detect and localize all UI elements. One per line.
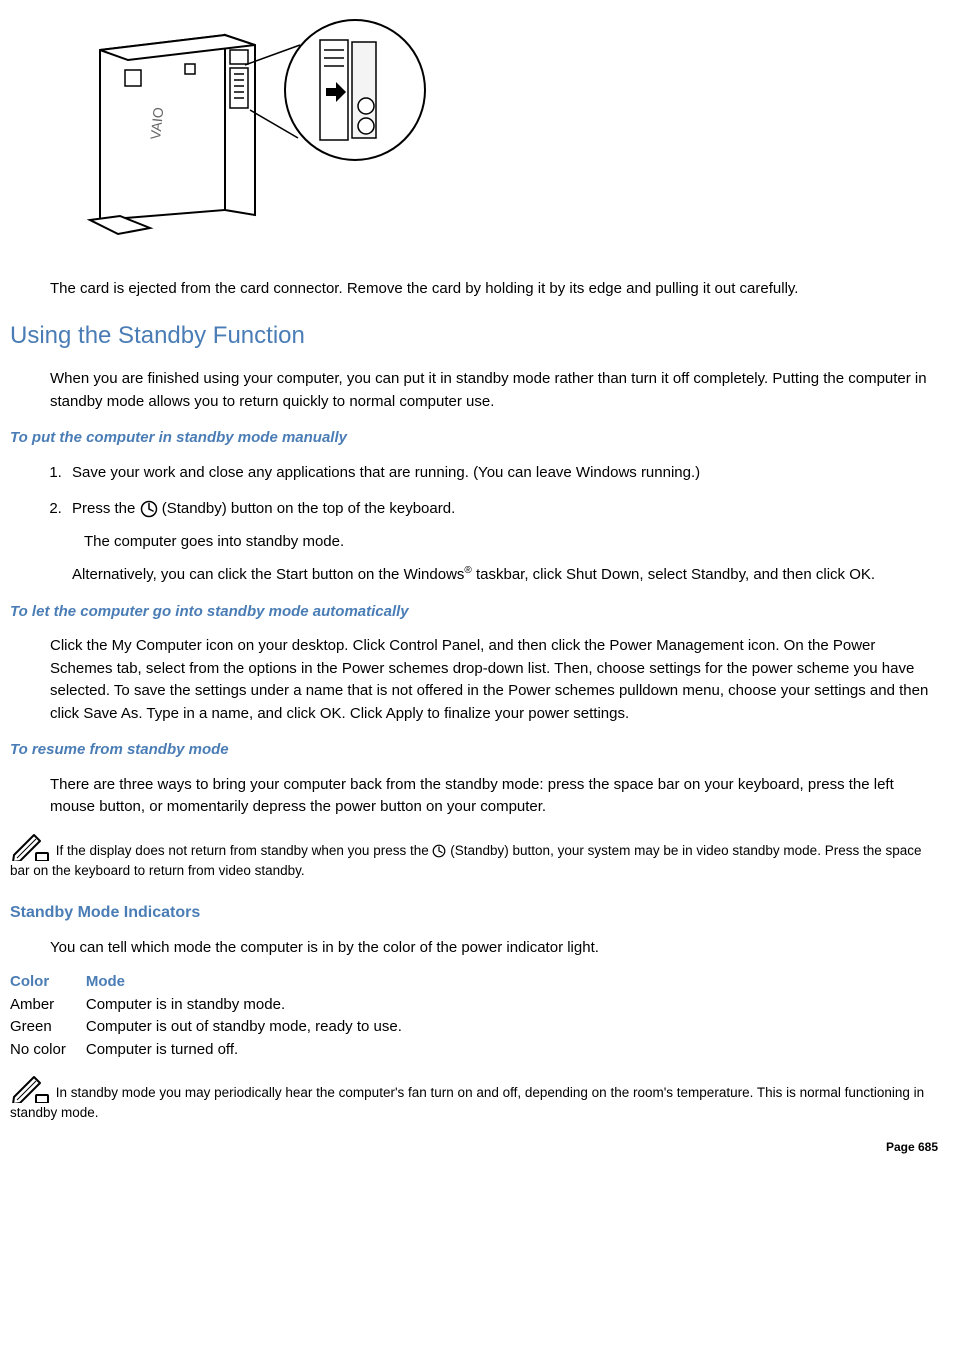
table-row: No color Computer is turned off. [10,1039,422,1062]
pc-card-eject-illustration: VAIO [70,10,944,258]
alt-pre: Alternatively, you can click the Start b… [72,566,464,583]
note1-pre: If the display does not return from stan… [56,842,433,857]
step-2-post: (Standby) button on the top of the keybo… [162,500,456,517]
indicators-intro: You can tell which mode the computer is … [50,937,934,960]
step-2-pre: Press the [72,500,140,517]
alt-post: taskbar, click Shut Down, select Standby… [472,566,875,583]
step-2-alt: Alternatively, you can click the Start b… [72,563,934,587]
note-fan: In standby mode you may periodically hea… [10,1073,944,1123]
registered-mark: ® [464,565,471,576]
standby-icon [432,844,446,858]
cell-mode: Computer is in standby mode. [86,994,422,1017]
table-row: Green Computer is out of standby mode, r… [10,1016,422,1039]
standby-heading: Using the Standby Function [10,318,944,354]
step-2-sub: The computer goes into standby mode. [84,531,934,554]
standby-icon [140,500,158,518]
resume-body: There are three ways to bring your compu… [50,774,934,819]
auto-standby-body: Click the My Computer icon on your deskt… [50,635,934,725]
cell-mode: Computer is turned off. [86,1039,422,1062]
manual-standby-heading: To put the computer in standby mode manu… [10,427,944,450]
note-pencil-icon [10,831,52,861]
step-2: Press the (Standby) button on the top of… [66,498,934,587]
table-row: Amber Computer is in standby mode. [10,994,422,1017]
note-video-standby: If the display does not return from stan… [10,831,944,881]
cell-color: Green [10,1016,86,1039]
indicator-table: Color Mode Amber Computer is in standby … [10,971,422,1061]
page-number: Page 685 [10,1138,944,1156]
note2-text: In standby mode you may periodically hea… [10,1085,924,1120]
cell-color: Amber [10,994,86,1017]
cell-color: No color [10,1039,86,1062]
cell-mode: Computer is out of standby mode, ready t… [86,1016,422,1039]
standby-intro: When you are finished using your compute… [50,368,934,413]
vaio-logo-text: VAIO [147,106,166,140]
col-color: Color [10,971,86,994]
col-mode: Mode [86,971,422,994]
computer-illustration-svg: VAIO [70,10,430,250]
card-eject-paragraph: The card is ejected from the card connec… [50,278,934,301]
resume-heading: To resume from standby mode [10,739,944,762]
table-header-row: Color Mode [10,971,422,994]
auto-standby-heading: To let the computer go into standby mode… [10,601,944,624]
note-pencil-icon [10,1073,52,1103]
step-1: Save your work and close any application… [66,462,934,485]
step-1-text: Save your work and close any application… [72,464,700,481]
indicators-heading: Standby Mode Indicators [10,901,944,925]
manual-standby-steps: Save your work and close any application… [66,462,934,587]
